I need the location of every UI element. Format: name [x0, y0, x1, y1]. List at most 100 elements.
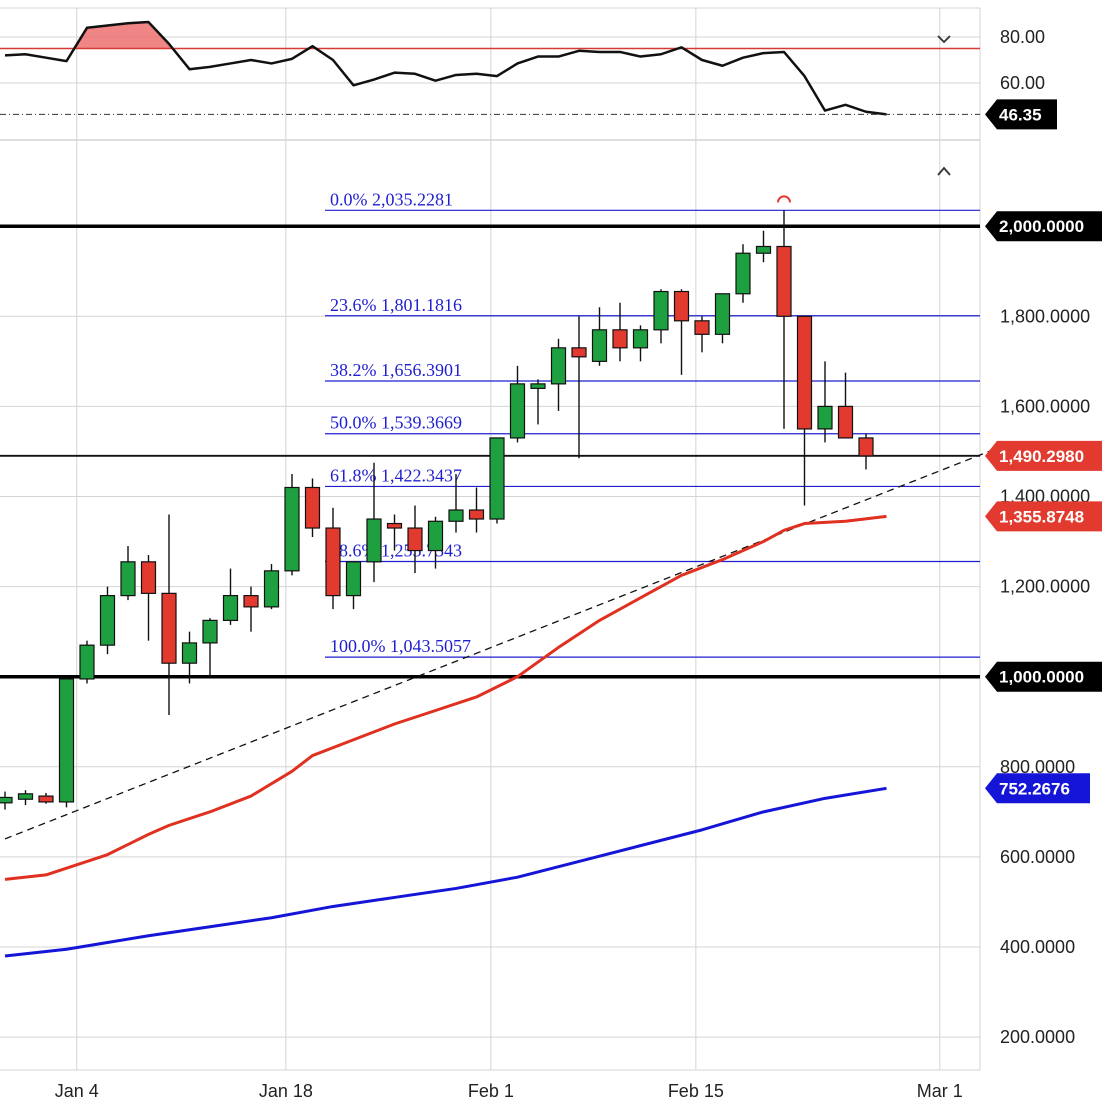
- candle-body: [325, 527, 341, 597]
- last-price-tag: 1,490.2980: [985, 440, 1102, 471]
- candle-body: [366, 518, 382, 563]
- osc-line: [4, 20, 887, 116]
- candle: [858, 433, 874, 470]
- candle-body: [243, 595, 259, 608]
- fib-level-label: 50.0% 1,539.3669: [330, 413, 462, 433]
- time-axis: Jan 4 Jan 18 Feb 1 Feb 15 Mar 1: [55, 1081, 963, 1101]
- candle-body: [58, 678, 75, 803]
- candle-body: [222, 595, 239, 621]
- level-tag-lower: 1,000.0000: [985, 661, 1102, 692]
- x-tick-label: Mar 1: [917, 1081, 963, 1101]
- fib-level-label: 0.0% 2,035.2281: [330, 189, 453, 209]
- candle: [17, 790, 34, 806]
- candle-body: [448, 509, 464, 522]
- level-tag-lower-text: 1,000.0000: [999, 668, 1084, 687]
- ma-red-tag-bg: [985, 501, 1102, 532]
- fib-level-label: 23.6% 1,801.1816: [330, 295, 462, 315]
- candle: [468, 487, 485, 533]
- candle-body: [140, 561, 157, 594]
- candle-body: [202, 619, 218, 644]
- level-tag-upper-bg: [985, 211, 1102, 242]
- x-tick-label: Feb 1: [468, 1081, 514, 1101]
- candle: [714, 293, 731, 344]
- candle: [427, 516, 444, 569]
- candle-body: [17, 793, 34, 800]
- candle-body: [120, 561, 136, 597]
- last-price-tag-bg: [985, 440, 1102, 471]
- candle-body: [468, 509, 485, 520]
- candle-body: [284, 486, 300, 572]
- candle: [694, 316, 710, 353]
- candle: [837, 372, 854, 439]
- chevron-down-icon[interactable]: [937, 35, 951, 44]
- candle: [571, 316, 587, 459]
- candle-body: [735, 252, 751, 295]
- osc-tick-label: 80.00: [1000, 27, 1045, 47]
- fib-level-label: 100.0% 1,043.5057: [330, 636, 471, 656]
- ma-line-blue: [4, 786, 887, 958]
- candle-body: [858, 437, 874, 457]
- candle-body: [509, 383, 526, 439]
- y-tick-label: 800.0000: [1000, 757, 1075, 777]
- panel-controls[interactable]: [937, 35, 951, 176]
- candle-body: [99, 595, 116, 646]
- level-tag-upper-text: 2,000.0000: [999, 217, 1084, 236]
- grid-lines: [0, 7, 981, 1071]
- candle-body: [550, 347, 567, 385]
- candle: [612, 302, 628, 362]
- candle-body: [181, 642, 198, 664]
- y-tick-label: 600.0000: [1000, 847, 1075, 867]
- candle: [345, 561, 362, 610]
- osc-tick-label: 60.00: [1000, 73, 1045, 93]
- ma-blue-tag-bg: [985, 773, 1090, 804]
- candle: [632, 325, 649, 362]
- fib-level-label: 38.2% 1,656.3901: [330, 360, 462, 380]
- candle: [509, 365, 526, 443]
- x-tick-label: Jan 18: [259, 1081, 313, 1101]
- osc-overbought-fill: [74, 22, 684, 49]
- candle: [284, 473, 300, 576]
- candle: [325, 507, 341, 610]
- candle: [817, 361, 833, 443]
- candle-body: [653, 290, 669, 331]
- candle-body: [489, 437, 505, 520]
- price-panel: 0.0% 2,035.2281 23.6% 1,801.1816 38.2% 1,6…: [0, 189, 990, 958]
- candle-body: [776, 245, 792, 317]
- candle-body: [0, 796, 13, 804]
- osc-value-tag-bg: [985, 99, 1057, 130]
- y-tick-label: 400.0000: [1000, 937, 1075, 957]
- candle: [202, 618, 218, 677]
- candle: [38, 792, 54, 804]
- oscillator-panel: [0, 20, 980, 116]
- price-axis: 200.0000 400.0000 600.0000 800.0000 1,000.00…: [1000, 27, 1090, 1047]
- candle-body: [673, 290, 690, 322]
- y-tick-label: 1,600.0000: [1000, 396, 1090, 416]
- candle-body: [796, 315, 813, 430]
- candle: [776, 210, 792, 429]
- candle-body: [263, 570, 280, 608]
- candle-body: [571, 347, 587, 358]
- candle-body: [79, 644, 95, 680]
- fib-level-label: 61.8% 1,422.3437: [330, 465, 462, 485]
- x-tick-label: Feb 15: [668, 1081, 724, 1101]
- chevron-up-icon[interactable]: [937, 166, 951, 176]
- candle: [181, 631, 198, 684]
- peak-marker: [777, 195, 791, 203]
- candle: [304, 478, 321, 538]
- candle: [550, 338, 567, 411]
- ma-line-red: [4, 514, 887, 881]
- candle: [222, 568, 239, 625]
- candle: [407, 505, 423, 574]
- trendline: [4, 450, 990, 840]
- candle: [161, 514, 177, 715]
- candle: [243, 586, 259, 632]
- candle-body: [612, 329, 628, 349]
- candle: [530, 379, 546, 425]
- candle: [735, 244, 751, 303]
- candle: [386, 514, 403, 551]
- candle: [99, 586, 116, 655]
- candle: [0, 791, 13, 810]
- y-tick-label: 1,200.0000: [1000, 577, 1090, 597]
- candle-body: [304, 486, 321, 529]
- candle-body: [38, 795, 54, 803]
